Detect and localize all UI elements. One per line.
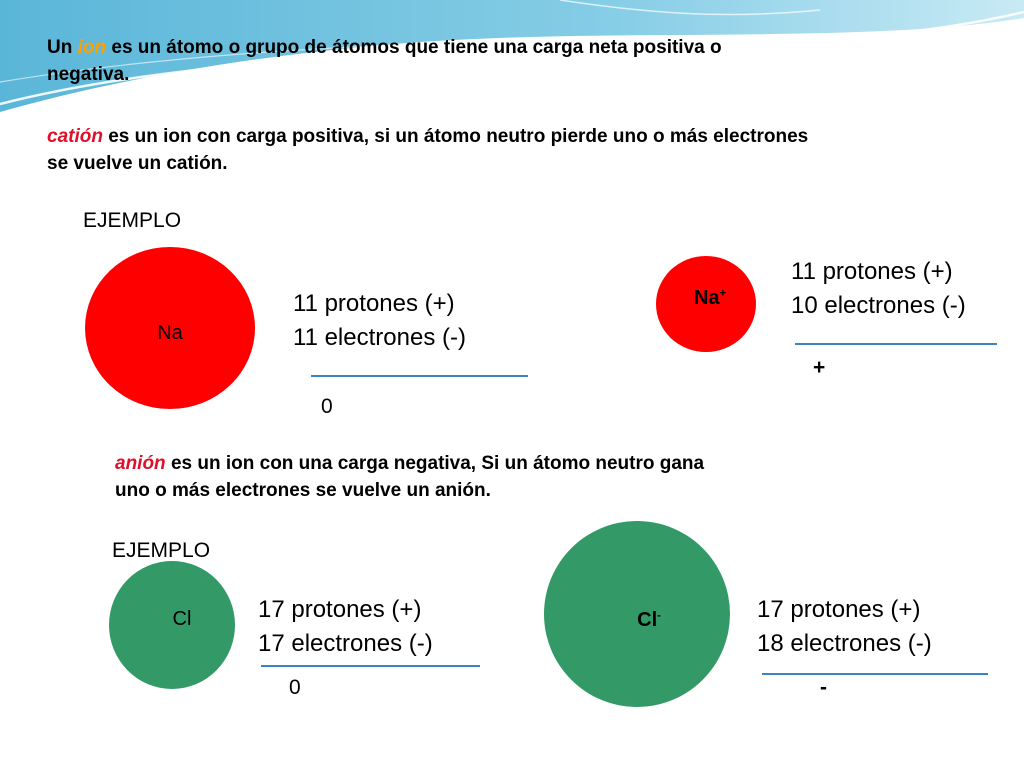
- cation-definition-line2: se vuelve un catión.: [47, 153, 228, 174]
- sodium-ion-divider: [795, 343, 997, 345]
- sodium-atom-circle: Na: [85, 247, 255, 409]
- sodium-atom-charge: 0: [321, 395, 333, 418]
- anion-definition: anión es un ion con una carga negativa, …: [115, 450, 704, 504]
- sodium-ion-protons: 11 protones (+): [791, 258, 953, 285]
- sodium-atom-counts: 11 protones (+) 11 electrones (-): [293, 287, 466, 355]
- ion-definition: Un ion es un átomo o grupo de átomos que…: [47, 34, 722, 88]
- example2-label: EJEMPLO: [112, 539, 211, 562]
- chlorine-atom-electrons: 17 electrones (-): [258, 630, 433, 657]
- ion-definition-line1: es un átomo o grupo de átomos que tiene …: [106, 37, 722, 58]
- sodium-ion-symbol-text: Na: [693, 286, 720, 309]
- sodium-ion-charge: +: [813, 356, 826, 379]
- ion-definition-line2: negativa.: [47, 64, 130, 85]
- chlorine-atom-counts: 17 protones (+) 17 electrones (-): [258, 593, 433, 661]
- anion-definition-line2: uno o más electrones se vuelve un anión.: [115, 480, 491, 501]
- chlorine-ion-charge: -: [820, 676, 827, 699]
- chlorine-ion-circle: Cl-: [544, 521, 730, 707]
- sodium-atom-electrons: 11 electrones (-): [293, 324, 466, 351]
- chlorine-ion-symbol: Cl-: [637, 609, 661, 632]
- header-wave-decoration: [0, 0, 1024, 112]
- example1-label: EJEMPLO: [83, 209, 182, 232]
- cation-keyword: catión: [47, 126, 103, 147]
- sodium-atom-divider: [311, 375, 528, 377]
- sodium-ion-symbol: Na+: [694, 287, 726, 310]
- sodium-atom-protons: 11 protones (+): [293, 290, 455, 317]
- chlorine-ion-symbol-text: Cl: [637, 608, 658, 631]
- ion-keyword: ion: [77, 37, 107, 58]
- chlorine-ion-counts: 17 protones (+) 18 electrones (-): [757, 593, 932, 661]
- chlorine-atom-charge: 0: [289, 676, 301, 699]
- chlorine-ion-superscript: -: [657, 608, 661, 621]
- anion-keyword: anión: [115, 453, 166, 474]
- chlorine-atom-symbol: Cl: [172, 607, 192, 630]
- chlorine-atom-circle: Cl: [109, 561, 235, 689]
- chlorine-ion-protons: 17 protones (+): [757, 596, 921, 623]
- chlorine-atom-protons: 17 protones (+): [258, 596, 422, 623]
- anion-definition-line1: es un ion con una carga negativa, Si un …: [165, 453, 705, 474]
- sodium-ion-superscript: +: [719, 286, 726, 299]
- chlorine-atom-divider: [261, 665, 480, 667]
- chlorine-ion-divider: [762, 673, 988, 675]
- sodium-ion-electrons: 10 electrones (-): [791, 292, 966, 319]
- sodium-ion-circle: Na+: [656, 256, 756, 352]
- cation-definition: catión es un ion con carga positiva, si …: [47, 123, 808, 177]
- sodium-ion-counts: 11 protones (+) 10 electrones (-): [791, 255, 966, 323]
- intro-prefix: Un: [47, 37, 78, 58]
- sodium-atom-symbol: Na: [157, 321, 183, 344]
- chlorine-ion-electrons: 18 electrones (-): [757, 630, 932, 657]
- cation-definition-line1: es un ion con carga positiva, si un átom…: [102, 126, 809, 147]
